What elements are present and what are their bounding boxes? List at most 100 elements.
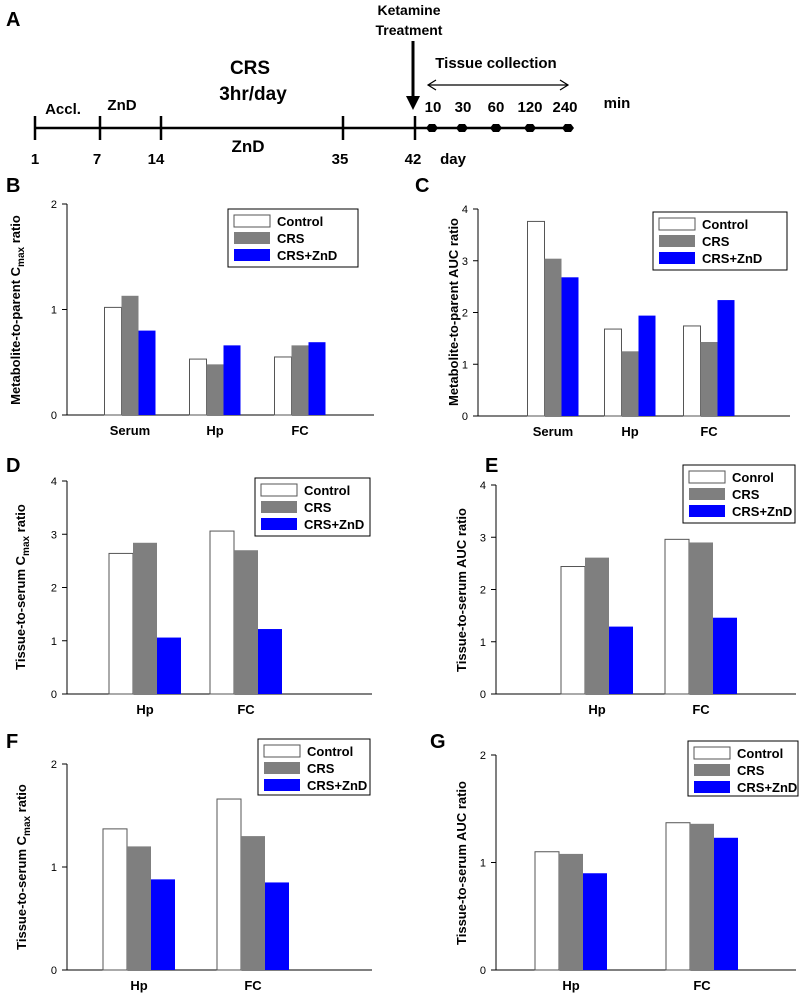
y-axis-label: Tissue-to-serum Cmax ratio [13,504,32,670]
x-tick-label-hp: Hp [206,423,223,438]
time-label-60: 60 [488,99,505,116]
legend-swatch [261,518,297,530]
y-tick-label: 2 [51,759,57,771]
legend-label: Conrol [732,470,774,485]
day-label-7: 7 [93,151,101,168]
legend-swatch [694,764,730,776]
legend-label: CRS+ZnD [307,778,367,793]
y-tick-label: 1 [51,636,57,648]
bar-crs-znd-hp [157,637,181,694]
y-tick-label: 1 [462,359,468,371]
legend-swatch [659,235,695,247]
legend-swatch [233,214,271,228]
legend-swatch [659,252,695,264]
bar-crs-fc [689,542,713,694]
x-tick-label-hp: Hp [562,978,579,993]
accl-label: Accl. [45,101,81,118]
y-tick-label: 4 [480,480,486,492]
y-tick-label: 0 [51,965,57,977]
legend-label: CRS+ZnD [702,251,762,266]
y-tick-label: 0 [480,689,486,701]
bar-crs-hp [133,542,157,694]
time-label-30: 30 [455,99,472,116]
bar-control-hp [604,328,622,417]
panel-label-f: F [6,731,18,753]
bar-chart-panels: B 0 1 2 Metabolite-to-parent Cmax ratio Serum… [6,175,799,993]
legend-label: Control [307,744,353,759]
bar-crs-fc [690,823,714,970]
bar-crs-hp [585,557,609,694]
legend-label: CRS+ZnD [277,248,337,263]
legend-swatch [688,470,726,484]
bar-control-hp [108,552,134,695]
treatment-label: Treatment [376,22,443,38]
bar-control-fc [274,356,292,416]
ketamine-label: Ketamine [377,2,440,18]
bar-crs-znd-fc [265,882,289,970]
y-tick-label: 2 [51,199,57,211]
y-tick-label: 3 [480,532,486,544]
bar-crs-znd-serum [561,277,579,416]
legend-label: Control [277,214,323,229]
bar-control-hp [102,828,128,971]
bar-crs-hp [127,846,151,970]
x-tick-label-fc: FC [237,702,255,717]
bar-crs-znd-fc [713,617,737,694]
y-tick-label: 0 [51,689,57,701]
chart-panel-f: F 0 1 2 Tissue-to-serum Cmax ratio Hp FC Contro… [6,731,372,993]
time-label-240: 240 [552,99,577,116]
day-unit-label: day [440,151,467,168]
panel-label-a: A [6,9,20,31]
legend-swatch [694,781,730,793]
chart-panel-d: D 0 1 2 3 4 Tissue-to-serum Cmax ratio Hp FC Cont… [6,455,372,717]
panel-label-d: D [6,455,20,477]
y-tick-label: 4 [51,476,57,488]
legend-label: Control [702,217,748,232]
y-tick-label: 1 [480,637,486,649]
y-tick-label: 0 [51,410,57,422]
chart-panel-e: E 0 1 2 3 4 Tissue-to-serum AUC ratio Hp FC Conro… [454,455,796,717]
y-axis-label: Tissue-to-serum AUC ratio [454,508,469,672]
x-tick-label-serum: Serum [533,424,573,439]
day-label-35: 35 [332,151,349,168]
collection-marker-240 [562,124,574,132]
time-unit-label: min [604,95,631,112]
bar-control-fc [216,798,242,971]
y-tick-label: 0 [462,411,468,423]
y-axis-label: Metabolite-to-parent AUC ratio [446,218,461,406]
bar-crs-znd-hp [223,345,241,415]
x-tick-label-fc: FC [693,978,711,993]
x-tick-label-serum: Serum [110,423,150,438]
bar-control-fc [665,822,691,971]
legend-label: Control [737,746,783,761]
bar-crs-znd-fc [714,837,738,970]
legend-label: CRS [304,500,332,515]
x-tick-label-fc: FC [244,978,262,993]
ketamine-arrow-head [406,96,420,110]
y-axis-label: Tissue-to-serum AUC ratio [454,781,469,945]
collection-marker-30 [456,124,468,132]
bar-crs-znd-hp [638,315,656,416]
chart-panel-g: G 0 1 2 Tissue-to-serum AUC ratio Hp FC Control… [430,731,799,993]
collection-marker-10 [426,124,438,132]
day-label-42: 42 [405,151,422,168]
bar-crs-znd-serum [138,330,156,415]
time-label-120: 120 [517,99,542,116]
time-label-10: 10 [425,99,442,116]
bar-crs-fc [291,345,309,415]
bar-crs-znd-fc [717,300,735,416]
y-axis-label: Metabolite-to-parent Cmax ratio [8,215,27,405]
y-tick-label: 1 [51,862,57,874]
bar-crs-znd-fc [258,629,282,694]
tissue-collection-arrow-right [559,79,570,91]
y-tick-label: 2 [462,308,468,320]
bar-conrol-hp [560,566,586,695]
bar-crs-serum [544,258,562,416]
legend-label: CRS+ZnD [304,517,364,532]
x-tick-label-hp: Hp [136,702,153,717]
y-tick-label: 3 [462,256,468,268]
bar-crs-hp [559,853,583,970]
legend-label: CRS [307,761,335,776]
y-tick-label: 2 [51,583,57,595]
bar-control-serum [527,220,545,417]
